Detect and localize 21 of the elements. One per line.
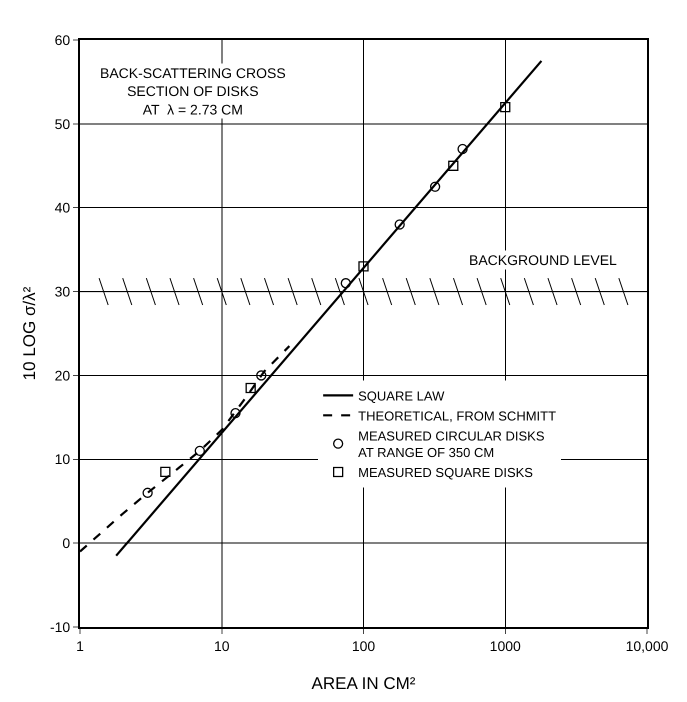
legend-label: THEORETICAL, FROM SCHMITT <box>358 408 556 424</box>
y-tick-label: 20 <box>54 367 70 384</box>
x-tick-label: 1000 <box>490 638 522 654</box>
ref-line-label: BACKGROUND LEVEL <box>469 252 618 268</box>
text: BACK-SCATTERING CROSS SECTION OF DISKS AT λ = 2.73 CM <box>100 65 286 118</box>
y-tick-label: 50 <box>54 116 70 132</box>
x-tick-label: 100 <box>352 638 376 654</box>
y-tick-label: 30 <box>54 283 70 300</box>
x-tick-label: 1 <box>76 638 84 654</box>
y-tick-label: 10 <box>54 451 70 468</box>
y-tick-label: 0 <box>62 535 70 552</box>
y-axis-title: 10 LOG σ/λ² <box>20 286 39 380</box>
x-tick-label: 10 <box>214 638 230 654</box>
y-tick-label: -10 <box>50 618 70 635</box>
y-tick-label: 60 <box>54 32 70 48</box>
legend-label: MEASURED SQUARE DISKS <box>358 465 534 480</box>
legend-label: MEASURED CIRCULAR DISKS AT RANGE OF 350 CM <box>358 428 545 460</box>
legend-label: SQUARE LAW <box>358 388 446 404</box>
x-tick-label: 10,000 <box>626 638 669 654</box>
y-tick-label: 40 <box>54 200 70 216</box>
x-axis-title: AREA IN CM² <box>312 674 416 693</box>
